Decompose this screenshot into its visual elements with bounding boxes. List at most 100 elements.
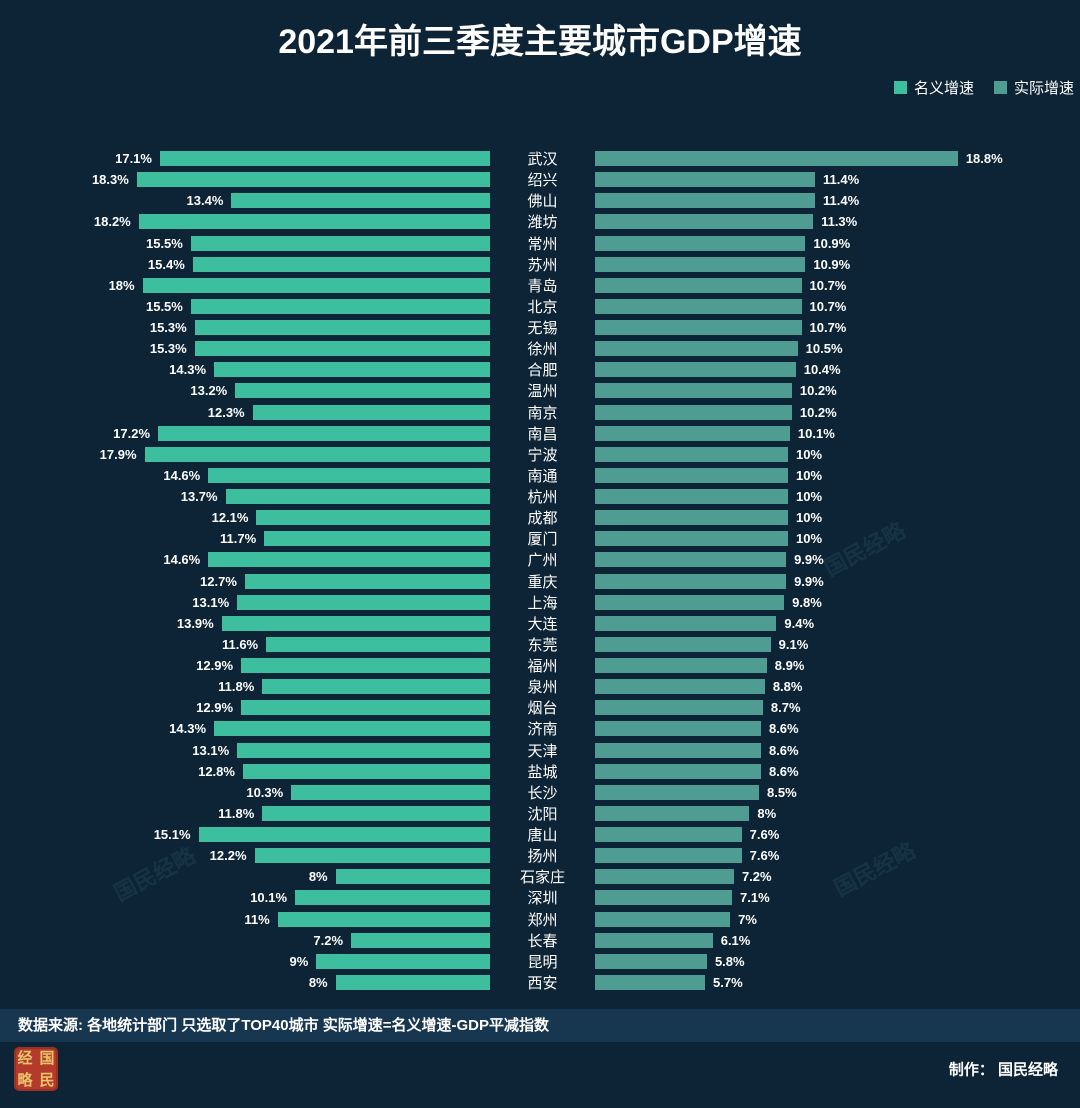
chart-row: 7.2% 长春 6.1% [0,930,1080,951]
city-label: 无锡 [527,320,558,338]
chart-row: 13.9% 大连 9.4% [0,613,1080,634]
real-bar [595,594,785,610]
real-cell: 7.6% [595,848,1080,864]
real-bar [595,446,788,462]
city-label: 盐城 [527,763,558,781]
nominal-value-label: 8% [308,974,328,990]
nominal-value-label: 8% [308,869,328,885]
nominal-bar [225,489,490,505]
real-bar [595,573,787,589]
real-cell: 8.6% [595,721,1080,737]
real-value-label: 9.4% [784,615,815,631]
real-value-label: 10% [796,510,823,526]
real-cell: 10% [595,489,1080,505]
chart-row: 8% 西安 5.7% [0,972,1080,993]
city-label: 沈阳 [527,805,558,823]
city-label: 苏州 [527,256,558,274]
city-label: 济南 [527,721,558,739]
city-label: 深圳 [527,890,558,908]
chart-row: 15.3% 无锡 10.7% [0,317,1080,338]
chart-row: 11.8% 泉州 8.8% [0,676,1080,697]
chart-row: 15.5% 常州 10.9% [0,233,1080,254]
nominal-value-label: 12.7% [200,573,237,589]
seal-character: 略 [17,1071,33,1089]
nominal-cell: 15.5% [40,298,490,314]
real-cell: 8.7% [595,700,1080,716]
nominal-value-label: 10.1% [250,890,288,906]
nominal-value-label: 17.9% [99,446,137,462]
real-cell: 5.8% [595,953,1080,969]
city-label: 青岛 [527,277,558,295]
chart-row: 18% 青岛 10.7% [0,275,1080,296]
real-cell: 11.4% [595,193,1080,209]
gdp-growth-infographic: 2021年前三季度主要城市GDP增速 名义增速 实际增速 17.1% 武汉 18.8%… [0,12,1080,1108]
chart-row: 8% 石家庄 7.2% [0,866,1080,887]
real-bar [595,510,788,526]
nominal-bar [237,594,490,610]
nominal-value-label: 17.2% [113,425,151,441]
real-value-label: 8.9% [774,658,805,674]
nominal-value-label: 13.9% [176,615,214,631]
real-cell: 8.5% [595,784,1080,800]
real-value-label: 8.5% [767,784,797,800]
source-note: 数据来源: 各地统计部门 只选取了TOP40城市 实际增速=名义增速-GDP平减… [0,1009,1080,1042]
real-bar [595,489,788,505]
nominal-value-label: 13.2% [190,383,228,399]
nominal-cell: 14.6% [40,552,490,568]
nominal-bar [335,869,490,885]
real-cell: 8% [595,805,1080,821]
nominal-cell: 17.9% [40,446,490,462]
nominal-bar [190,298,490,314]
real-bar [595,425,790,441]
real-value-label: 10.7% [809,320,847,336]
real-value-label: 8.7% [770,700,801,716]
real-value-label: 10.2% [799,404,837,420]
nominal-cell: 11.7% [40,531,490,547]
city-label: 南京 [527,404,558,422]
city-label: 大连 [527,615,558,633]
nominal-cell: 7.2% [40,932,490,948]
nominal-bar [264,531,490,547]
real-value-label: 9.9% [794,573,824,589]
seal-character: 民 [39,1071,55,1089]
real-cell: 7.2% [595,869,1080,885]
nominal-cell: 14.6% [40,467,490,483]
real-value-label: 9.1% [778,636,809,652]
real-value-label: 10% [796,531,823,547]
nominal-value-label: 11.7% [220,531,257,547]
city-label: 扬州 [527,848,558,866]
nominal-cell: 8% [40,869,490,885]
legend-label: 实际增速 [1013,79,1074,97]
chart-row: 11.7% 厦门 10% [0,528,1080,549]
real-bar [595,214,814,230]
nominal-cell: 8% [40,974,490,990]
chart-row: 12.1% 成都 10% [0,507,1080,528]
nominal-value-label: 10.3% [246,784,284,800]
nominal-bar [237,742,490,758]
real-value-label: 7.2% [741,869,772,885]
real-bar [595,700,763,716]
chart-row: 15.1% 唐山 7.6% [0,824,1080,845]
chart-row: 11.6% 东莞 9.1% [0,634,1080,655]
nominal-bar [266,636,490,652]
city-label: 常州 [527,235,558,253]
chart-row: 12.2% 扬州 7.6% [0,845,1080,866]
nominal-value-label: 12.2% [209,848,247,864]
nominal-value-label: 12.1% [211,510,249,526]
nominal-bar [194,341,490,357]
real-value-label: 11.3% [821,214,858,230]
real-value-label: 9.8% [792,594,822,610]
nominal-value-label: 14.6% [163,467,201,483]
nominal-value-label: 13.4% [186,193,224,209]
nominal-bar [159,151,490,167]
city-label: 石家庄 [519,869,565,887]
nominal-cell: 13.9% [40,615,490,631]
chart-row: 14.3% 济南 8.6% [0,718,1080,739]
nominal-bar [252,404,490,420]
real-bar [595,151,958,167]
nominal-bar [158,425,490,441]
chart-row: 18.3% 绍兴 11.4% [0,169,1080,190]
nominal-value-label: 11% [244,911,270,927]
nominal-cell: 18% [40,277,490,293]
nominal-cell: 11% [40,911,490,927]
